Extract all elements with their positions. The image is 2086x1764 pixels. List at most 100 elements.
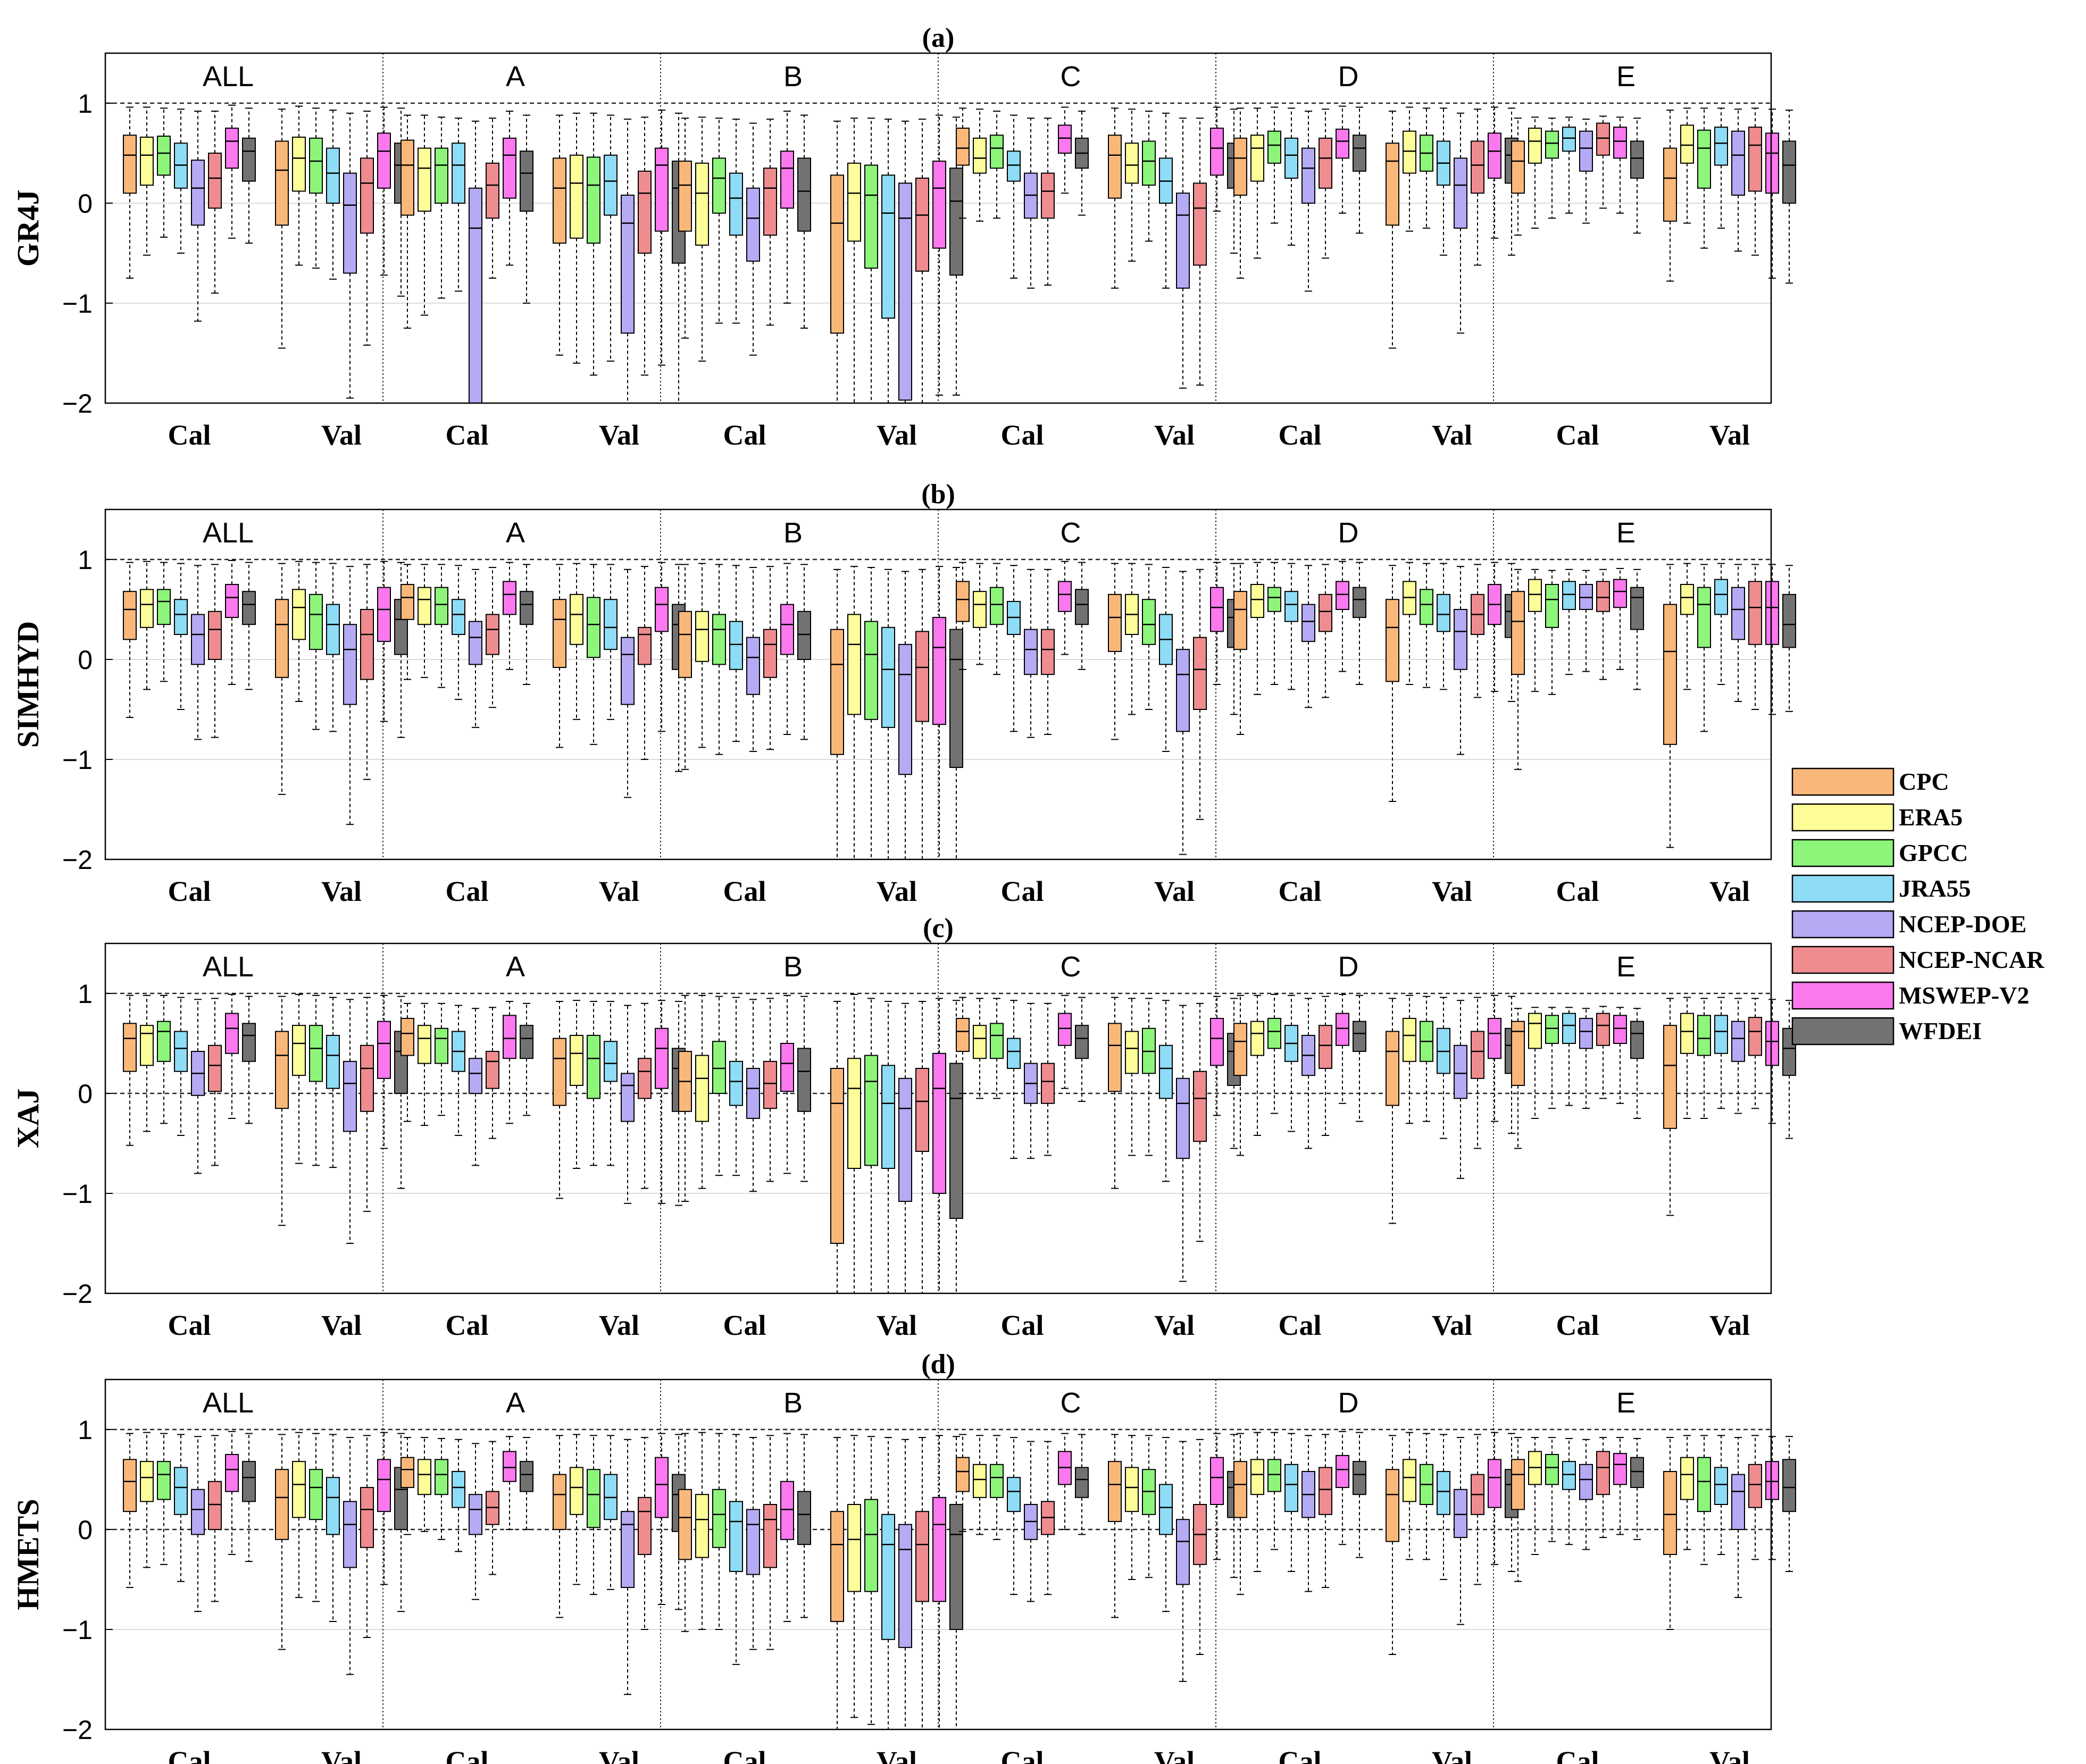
box-body (1233, 591, 1247, 650)
region-label: C (1061, 61, 1081, 93)
box-C-Cal-JRA55 (1007, 1437, 1021, 1595)
box-body (225, 1013, 239, 1054)
box-body (1210, 587, 1224, 632)
period-label: Cal (1001, 1309, 1044, 1341)
box-C-Cal-CPC (956, 1434, 970, 1532)
box-body (435, 1459, 448, 1495)
box-C-Cal-CPC (956, 562, 970, 670)
box-E-Val-JRA55 (1714, 1435, 1728, 1555)
region-label: C (1061, 1387, 1081, 1419)
box-body (242, 1023, 256, 1062)
box-body (570, 1467, 583, 1515)
box-A-Cal-JRA55 (452, 1439, 465, 1552)
box-body (1748, 127, 1762, 192)
panels: (a) 1 0 −1 −2 GR4J ALL Cal Val A Cal Val B Cal Val C Cal… (11, 23, 1796, 1764)
box-body (486, 1051, 499, 1089)
box-A-Cal-MSWEP-V2 (503, 1001, 516, 1124)
box-A-Val-GPCC (587, 1435, 600, 1595)
period-label: Cal (723, 1745, 766, 1764)
box-body (973, 1025, 987, 1059)
region-label: A (506, 517, 525, 549)
box-C-Cal-NCEP-NCAR (1041, 569, 1055, 735)
period-label: Cal (1279, 419, 1322, 451)
box-body (157, 1021, 171, 1062)
box-body (604, 1041, 618, 1082)
box-D-Cal-CPC (1233, 107, 1247, 279)
box-body (1176, 1519, 1190, 1585)
box-D-Cal-JRA55 (1284, 1433, 1298, 1572)
box-B-Val-NCEP-NCAR (915, 1437, 929, 1729)
box-body (881, 1065, 895, 1169)
box-body (1545, 584, 1559, 628)
box-ALL-Val-JRA55 (326, 563, 340, 732)
box-ALL-Val-NCEP-DOE (343, 999, 357, 1244)
box-E-Val-NCEP-NCAR (1748, 1435, 1762, 1560)
box-E-Cal-JRA55 (1562, 1437, 1576, 1545)
box-ALL-Val-ERA5 (292, 105, 306, 266)
box-A-Val-NCEP-NCAR (638, 116, 652, 376)
box-C-Cal-WFDEI (1075, 997, 1089, 1102)
box-A-Cal-CPC (400, 114, 414, 329)
box-body (864, 164, 878, 269)
box-A-Val-WFDEI (672, 112, 686, 403)
box-E-Cal-ERA5 (1528, 569, 1542, 692)
period-label: Val (321, 1745, 362, 1764)
box-B-Cal-GPCC (712, 1433, 726, 1630)
y-tick-label: −2 (62, 1279, 93, 1309)
box-body (1176, 193, 1190, 289)
box-A-Cal-GPCC (435, 564, 448, 688)
box-A-Val-GPCC (587, 564, 600, 745)
box-body (1284, 1464, 1298, 1512)
box-ALL-Val-NCEP-NCAR (360, 111, 374, 346)
box-body (1454, 1044, 1467, 1099)
box-A-Val-NCEP-NCAR (638, 1002, 652, 1189)
box-body (1336, 1013, 1349, 1046)
region-label: B (783, 61, 803, 93)
box-B-Val-GPCC (864, 118, 878, 403)
box-A-Cal-JRA55 (452, 118, 465, 292)
box-A-Val-ERA5 (570, 1000, 583, 1169)
region-label: D (1338, 951, 1359, 983)
box-body (780, 1481, 794, 1540)
box-ALL-Val-GPCC (309, 994, 323, 1166)
box-C-Cal-GPCC (990, 111, 1004, 219)
box-A-Val-ERA5 (570, 1434, 583, 1585)
box-ALL-Val-MSWEP-V2 (377, 994, 391, 1149)
box-ALL-Cal-ERA5 (140, 994, 154, 1132)
period-label: Val (1432, 875, 1472, 907)
box-A-Cal-NCEP-NCAR (486, 1441, 499, 1575)
legend-swatch-wfdei (1791, 1017, 1895, 1046)
box-C-Cal-NCEP-DOE (1024, 1441, 1038, 1602)
box-A-Cal-ERA5 (418, 1002, 431, 1126)
period-label: Val (599, 1309, 639, 1341)
box-body (326, 147, 340, 204)
box-body (1041, 629, 1055, 675)
box-C-Cal-JRA55 (1007, 565, 1021, 732)
box-body (1301, 147, 1315, 204)
box-body (1680, 1457, 1694, 1500)
box-C-Val-GPCC (1142, 998, 1156, 1156)
box-D-Cal-CPC (1233, 563, 1247, 735)
box-ALL-Val-MSWEP-V2 (377, 106, 391, 276)
box-B-Cal-WFDEI (797, 996, 811, 1182)
box-B-Cal-WFDEI (797, 114, 811, 329)
box-body (191, 1489, 205, 1535)
region-label: E (1616, 61, 1636, 93)
box-body (123, 135, 137, 194)
region-label: ALL (203, 61, 254, 93)
box-body (1748, 1017, 1762, 1056)
box-body (1596, 581, 1610, 612)
box-body (242, 591, 256, 625)
box-A-Val-GPCC (587, 1001, 600, 1166)
box-body (418, 587, 431, 625)
region-label: D (1338, 1387, 1359, 1419)
box-body (949, 168, 963, 276)
box-B-Val-MSWEP-V2 (932, 998, 946, 1293)
y-tick-label: −2 (62, 389, 93, 419)
box-B-Cal-NCEP-DOE (746, 122, 760, 356)
box-body (1108, 1023, 1122, 1092)
box-body (1058, 124, 1072, 154)
box-A-Val-JRA55 (604, 114, 618, 362)
box-body (1511, 1021, 1525, 1086)
box-E-Cal-MSWEP-V2 (1613, 116, 1627, 214)
